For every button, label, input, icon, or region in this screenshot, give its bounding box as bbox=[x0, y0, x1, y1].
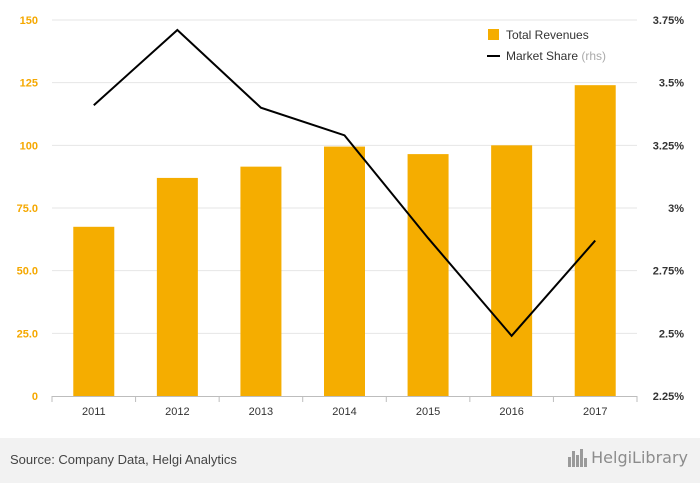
x-axis-tick-label: 2011 bbox=[82, 406, 106, 418]
right-axis-tick-label: 3% bbox=[668, 203, 684, 215]
brand-name: HelgiLibrary bbox=[591, 448, 688, 467]
x-axis-tick-label: 2016 bbox=[499, 406, 523, 418]
legend: Total Revenues Market Share (rhs) bbox=[487, 28, 606, 63]
x-axis-tick-label: 2014 bbox=[332, 406, 356, 418]
right-axis-tick-label: 3.25% bbox=[653, 140, 684, 152]
bar-2012 bbox=[156, 177, 198, 396]
x-axis-tick-label: 2017 bbox=[583, 406, 607, 418]
x-axis-tick-label: 2012 bbox=[165, 406, 189, 418]
left-axis-tick-label: 75.0 bbox=[17, 203, 38, 215]
right-axis-tick-label: 3.5% bbox=[659, 78, 684, 90]
x-axis-tick-label: 2013 bbox=[249, 406, 273, 418]
right-axis-tick-label: 2.25% bbox=[653, 391, 684, 403]
legend-label-total-revenues: Total Revenues bbox=[506, 28, 589, 42]
legend-swatch-total-revenues bbox=[488, 29, 499, 40]
bars bbox=[73, 85, 616, 396]
left-axis-tick-label: 100 bbox=[20, 140, 38, 152]
legend-label-market-share: Market Share (rhs) bbox=[506, 49, 606, 63]
right-axis-tick-label: 2.75% bbox=[653, 266, 684, 278]
left-axis-tick-label: 0 bbox=[32, 391, 38, 403]
left-axis-tick-label: 150 bbox=[20, 15, 38, 27]
line-series bbox=[93, 28, 596, 338]
footer: Source: Company Data, Helgi Analytics He… bbox=[0, 438, 700, 483]
left-axis-tick-label: 25.0 bbox=[17, 328, 38, 340]
source-note: Source: Company Data, Helgi Analytics bbox=[10, 452, 237, 467]
library-icon bbox=[568, 448, 588, 467]
legend-label-rhs-suffix: (rhs) bbox=[581, 49, 606, 63]
left-axis-tick-label: 50.0 bbox=[17, 266, 38, 278]
chart: 0 25.0 50.0 75.0 100 125 150 2.25% 2.5% 2.75% 3% 3.… bbox=[17, 15, 685, 418]
bar-2014 bbox=[324, 146, 365, 396]
brand-logo: HelgiLibrary bbox=[568, 448, 688, 467]
bar-2016 bbox=[491, 145, 533, 396]
bar-2013 bbox=[240, 166, 282, 396]
axes: 0 25.0 50.0 75.0 100 125 150 2.25% 2.5% 2.75% 3% 3.… bbox=[17, 15, 685, 418]
left-axis-tick-label: 125 bbox=[20, 78, 38, 90]
x-axis-tick-label: 2015 bbox=[416, 406, 440, 418]
right-axis-tick-label: 2.5% bbox=[659, 328, 684, 340]
bar-2015 bbox=[407, 154, 449, 396]
right-axis-tick-label: 3.75% bbox=[653, 15, 684, 27]
bar-2011 bbox=[73, 226, 115, 396]
